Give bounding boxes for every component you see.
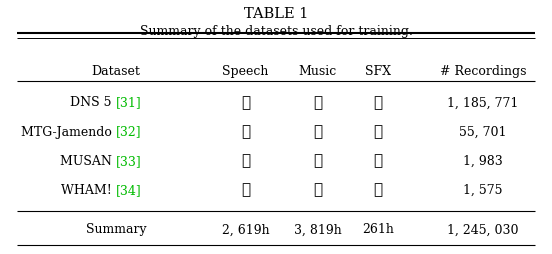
Text: 2, 619h: 2, 619h [222, 223, 269, 236]
Text: 1, 575: 1, 575 [463, 184, 503, 197]
Text: MTG-Jamendo: MTG-Jamendo [21, 125, 116, 139]
Text: ✓: ✓ [313, 125, 322, 139]
Text: TABLE 1: TABLE 1 [244, 7, 308, 21]
Text: ✗: ✗ [241, 183, 250, 198]
Text: ✗: ✗ [241, 125, 250, 139]
Text: [34]: [34] [116, 184, 142, 197]
Text: [31]: [31] [116, 96, 142, 109]
Text: 3, 819h: 3, 819h [294, 223, 341, 236]
Text: Music: Music [298, 65, 337, 78]
Text: Summary of the datasets used for training.: Summary of the datasets used for trainin… [140, 25, 412, 38]
Text: SFX: SFX [365, 65, 391, 78]
Text: ✓: ✓ [241, 96, 250, 110]
Text: Summary: Summary [86, 223, 146, 236]
Text: WHAM!: WHAM! [61, 184, 116, 197]
Text: 1, 983: 1, 983 [463, 155, 503, 168]
Text: ✓: ✓ [241, 154, 250, 168]
Text: MUSAN: MUSAN [60, 155, 116, 168]
Text: 1, 245, 030: 1, 245, 030 [447, 223, 519, 236]
Text: [32]: [32] [116, 125, 141, 139]
Text: DNS 5: DNS 5 [71, 96, 116, 109]
Text: ✓: ✓ [374, 96, 383, 110]
Text: Speech: Speech [222, 65, 269, 78]
Text: [33]: [33] [116, 155, 142, 168]
Text: ✗: ✗ [313, 96, 322, 110]
Text: ✓: ✓ [374, 183, 383, 198]
Text: 261h: 261h [362, 223, 394, 236]
Text: ✓: ✓ [313, 154, 322, 168]
Text: 55, 701: 55, 701 [459, 125, 507, 139]
Text: Dataset: Dataset [92, 65, 140, 78]
Text: ✓: ✓ [374, 154, 383, 168]
Text: ✗: ✗ [374, 125, 383, 139]
Text: ✗: ✗ [313, 183, 322, 198]
Text: # Recordings: # Recordings [440, 65, 526, 78]
Text: 1, 185, 771: 1, 185, 771 [447, 96, 519, 109]
